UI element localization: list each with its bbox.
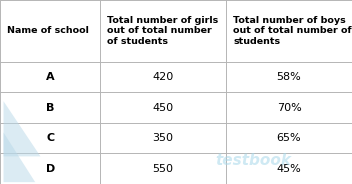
Bar [100, 92, 226, 123]
Bar [226, 153, 352, 184]
Text: testbook: testbook [215, 153, 291, 168]
Text: 58%: 58% [277, 72, 301, 82]
Bar [226, 92, 352, 123]
Text: 350: 350 [153, 133, 174, 143]
Text: 65%: 65% [277, 133, 301, 143]
Text: 420: 420 [152, 72, 174, 82]
Text: 70%: 70% [277, 102, 301, 113]
Text: Total number of girls
out of total number
of students: Total number of girls out of total numbe… [107, 16, 219, 46]
Text: A: A [46, 72, 55, 82]
Bar [0, 62, 100, 92]
Bar [226, 62, 352, 92]
Text: 45%: 45% [277, 164, 301, 174]
Polygon shape [4, 101, 40, 156]
Text: C: C [46, 133, 54, 143]
Bar [226, 123, 352, 153]
Text: 450: 450 [152, 102, 174, 113]
Bar [0, 153, 100, 184]
Bar [100, 153, 226, 184]
Text: D: D [45, 164, 55, 174]
Bar [100, 123, 226, 153]
Text: Name of school: Name of school [7, 26, 89, 35]
Text: B: B [46, 102, 54, 113]
Bar [0, 123, 100, 153]
Bar [100, 0, 226, 62]
Bar [226, 0, 352, 62]
Bar [100, 62, 226, 92]
Text: 550: 550 [153, 164, 174, 174]
Polygon shape [4, 132, 35, 182]
Bar [0, 0, 100, 62]
Text: Total number of boys
out of total number of
students: Total number of boys out of total number… [233, 16, 352, 46]
Bar [0, 92, 100, 123]
